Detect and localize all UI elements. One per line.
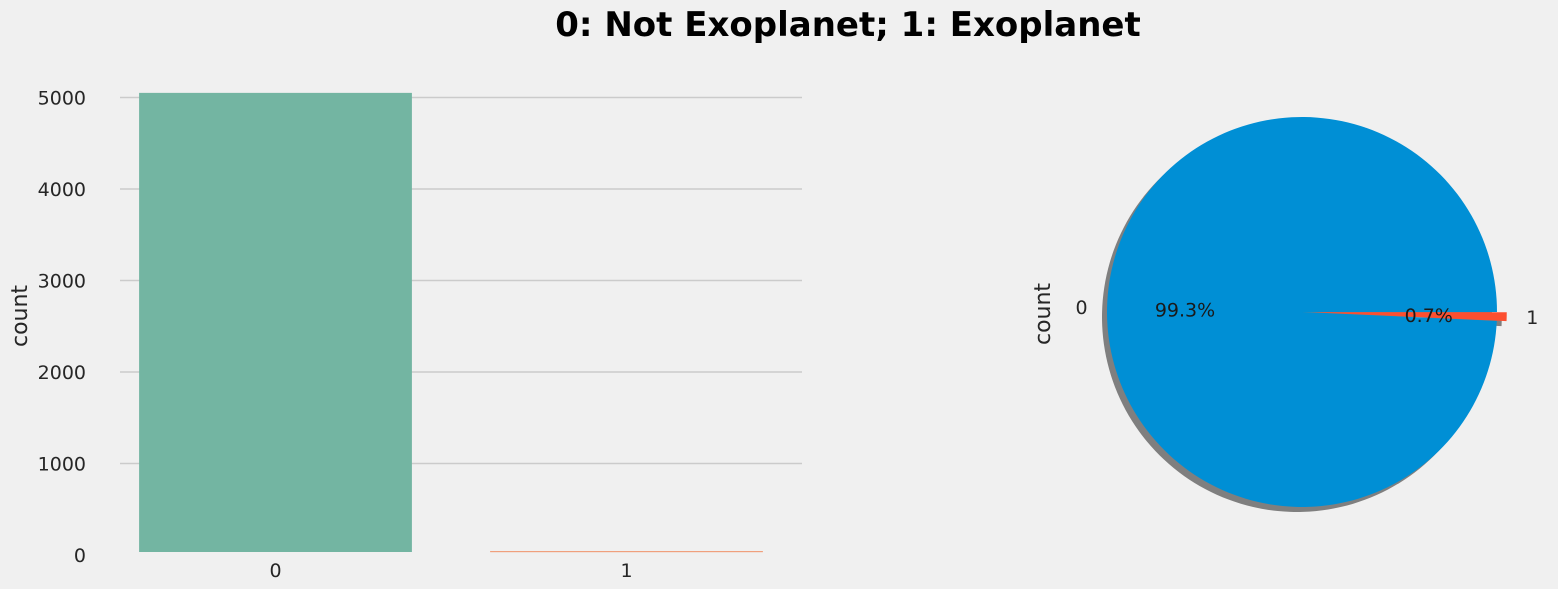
pie-percent-label: 0.7% (1405, 305, 1453, 327)
bar-y-tick-label: 1000 (38, 453, 86, 475)
bar-y-tick-label: 4000 (38, 179, 86, 201)
pie-percent-label: 99.3% (1155, 299, 1215, 321)
pie-slice-1 (1311, 312, 1507, 322)
pie-label: 1 (1526, 307, 1538, 329)
bar-0 (139, 92, 412, 553)
bar-y-tick-label: 0 (74, 545, 86, 567)
bar-y-tick-labels: 0 1000 2000 3000 4000 5000 (38, 87, 86, 567)
pie-labels: 0 99.3% 1 0.7% (1075, 297, 1538, 329)
pie-label: 0 (1075, 297, 1087, 319)
pie-slices (1107, 116, 1507, 507)
pie-y-axis-label: count (1031, 283, 1056, 345)
bar-marks (139, 92, 763, 553)
bar-1 (490, 551, 763, 553)
bar-y-tick-label: 5000 (38, 87, 86, 109)
bar-x-tick-label: 0 (269, 560, 281, 582)
bar-y-tick-label: 2000 (38, 362, 86, 384)
pie-chart: 0 99.3% 1 0.7% count (1031, 116, 1538, 512)
figure-title: 0: Not Exoplanet; 1: Exoplanet (555, 5, 1140, 45)
pie-slice-0 (1107, 116, 1497, 507)
bar-x-tick-label: 1 (620, 560, 632, 582)
bar-y-tick-label: 3000 (38, 270, 86, 292)
bar-y-axis-label: count (8, 285, 33, 347)
